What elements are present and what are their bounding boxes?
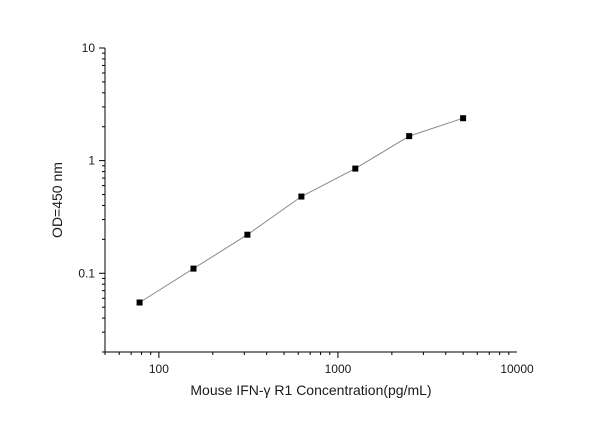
axes (104, 48, 517, 353)
x-tick-label: 1000 (325, 362, 352, 376)
x-tick-label: 10000 (500, 362, 534, 376)
data-point (406, 133, 413, 140)
ticks: 100 1000 10000 0.1 1 10 (78, 41, 534, 376)
data-series (136, 115, 467, 306)
y-tick-label: 0.1 (78, 266, 95, 280)
data-point (244, 231, 251, 238)
data-point (136, 299, 143, 306)
y-axis-title: OD=450 nm (49, 162, 65, 238)
y-tick-label: 10 (82, 41, 96, 55)
data-point (298, 193, 305, 200)
y-tick-label: 1 (88, 154, 95, 168)
x-axis-title: Mouse IFN-γ R1 Concentration(pg/mL) (190, 382, 431, 398)
data-point (352, 165, 359, 172)
series-line (139, 117, 464, 303)
x-tick-label: 100 (149, 362, 169, 376)
data-point (460, 115, 467, 122)
data-point (190, 265, 197, 272)
